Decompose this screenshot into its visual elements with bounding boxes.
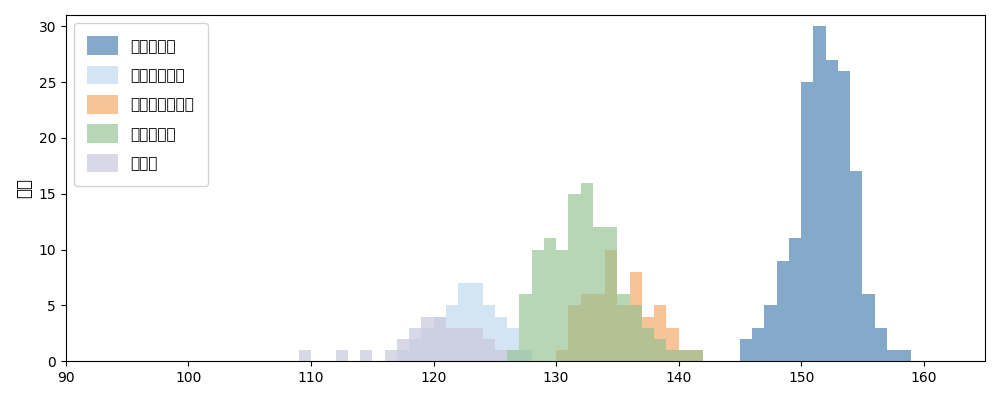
Bar [409, 328, 421, 361]
Bar [483, 306, 495, 361]
Bar [397, 339, 409, 361]
Bar [581, 182, 593, 361]
Bar [679, 350, 691, 361]
Bar [899, 350, 911, 361]
Bar [495, 316, 507, 361]
Bar [385, 350, 397, 361]
Bar [630, 306, 642, 361]
Bar [862, 294, 875, 361]
Bar [679, 350, 691, 361]
Bar [666, 328, 679, 361]
Bar [740, 339, 752, 361]
Bar [568, 306, 581, 361]
Bar [581, 294, 593, 361]
Bar [642, 328, 654, 361]
Bar [544, 238, 556, 361]
Bar [642, 316, 654, 361]
Bar [801, 82, 813, 361]
Bar [789, 238, 801, 361]
Bar [495, 350, 507, 361]
Bar [409, 339, 421, 361]
Bar [777, 261, 789, 361]
Bar [507, 328, 519, 361]
Bar [838, 71, 850, 361]
Bar [483, 339, 495, 361]
Bar [654, 306, 666, 361]
Bar [421, 316, 434, 361]
Bar [532, 250, 544, 361]
Bar [630, 272, 642, 361]
Bar [458, 328, 470, 361]
Legend: ストレート, カットボール, チェンジアップ, スライダー, カーブ: ストレート, カットボール, チェンジアップ, スライダー, カーブ [74, 23, 208, 186]
Bar [299, 350, 311, 361]
Bar [556, 250, 568, 361]
Bar [691, 350, 703, 361]
Bar [605, 250, 617, 361]
Bar [556, 350, 568, 361]
Bar [593, 294, 605, 361]
Y-axis label: 球数: 球数 [15, 178, 33, 198]
Bar [470, 283, 483, 361]
Bar [605, 227, 617, 361]
Bar [654, 339, 666, 361]
Bar [617, 294, 630, 361]
Bar [470, 328, 483, 361]
Bar [826, 60, 838, 361]
Bar [519, 294, 532, 361]
Bar [336, 350, 348, 361]
Bar [434, 316, 446, 361]
Bar [397, 350, 409, 361]
Bar [421, 328, 434, 361]
Bar [666, 350, 679, 361]
Bar [519, 350, 532, 361]
Bar [507, 350, 519, 361]
Bar [568, 194, 581, 361]
Bar [875, 328, 887, 361]
Bar [813, 26, 826, 361]
Bar [887, 350, 899, 361]
Bar [850, 171, 862, 361]
Bar [434, 316, 446, 361]
Bar [458, 283, 470, 361]
Bar [593, 227, 605, 361]
Bar [691, 350, 703, 361]
Bar [752, 328, 764, 361]
Bar [360, 350, 372, 361]
Bar [764, 306, 777, 361]
Bar [617, 306, 630, 361]
Bar [446, 328, 458, 361]
Bar [446, 306, 458, 361]
